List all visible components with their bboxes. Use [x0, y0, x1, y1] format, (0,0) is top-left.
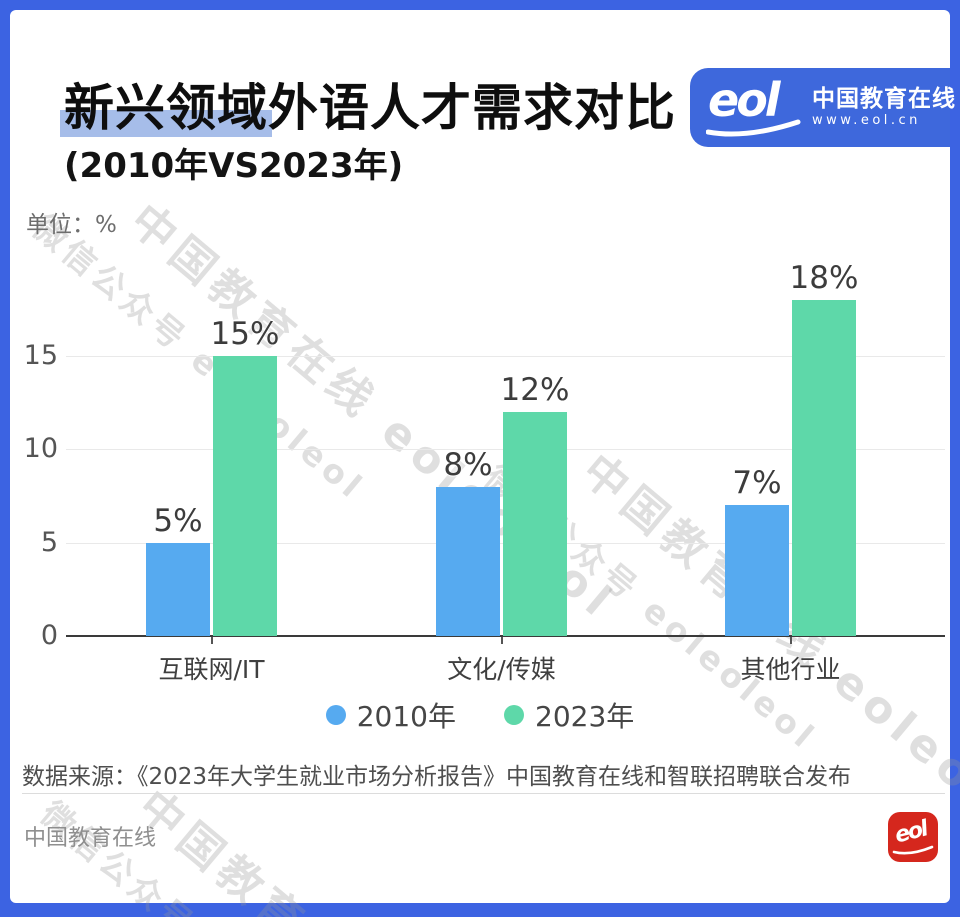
bar-2023年-互联网/IT	[213, 355, 277, 636]
logo-brand-name: 中国教育在线	[812, 85, 956, 112]
logo-text-block: 中国教育在线 www.eol.cn	[812, 85, 956, 129]
unit-label: 单位：%	[26, 212, 117, 238]
bar-value-label: 5%	[153, 502, 203, 539]
eol-logo-icon: eol	[706, 77, 802, 139]
eol-red-logo-icon: eol	[888, 812, 938, 862]
gridline	[66, 355, 945, 357]
legend-dot-icon	[325, 705, 346, 725]
data-source-text: 数据来源：《2023年大学生就业市场分析报告》中国教育在线和智联招聘联合发布	[22, 764, 852, 790]
bar-value-label: 12%	[500, 371, 570, 408]
bar-value-label: 8%	[443, 446, 493, 483]
bar-2010年-文化/传媒	[436, 486, 500, 636]
x-axis-tick	[500, 637, 503, 644]
legend-item-2023年: 2023年	[504, 695, 634, 735]
legend-item-2010年: 2010年	[325, 695, 456, 735]
eol-red-swoosh-icon	[892, 845, 934, 855]
legend-dot-icon	[504, 705, 524, 725]
eol-logo-badge: eol 中国教育在线 www.eol.cn	[690, 68, 955, 147]
y-axis-tick-label: 15	[23, 339, 58, 371]
category-label: 文化/传媒	[447, 655, 556, 684]
legend-label: 2023年	[535, 700, 635, 733]
eol-swoosh-icon	[706, 119, 801, 137]
category-label: 互联网/IT	[158, 655, 265, 684]
category-label: 其他行业	[740, 655, 841, 684]
title-highlight-bar	[60, 110, 272, 137]
y-axis-tick-label: 0	[40, 620, 58, 651]
page-subtitle: (2010年VS2023年)	[64, 146, 404, 186]
x-axis-tick	[210, 637, 213, 644]
eol-logo-text: eol	[708, 72, 781, 127]
chart-legend: 2010年 2023年	[0, 695, 960, 735]
bar-value-label: 7%	[732, 465, 782, 502]
legend-label: 2010年	[356, 700, 456, 733]
bar-2023年-其他行业	[792, 299, 856, 636]
bar-2023年-文化/传媒	[503, 411, 567, 636]
bar-2010年-互联网/IT	[146, 542, 210, 636]
y-axis-tick-label: 5	[40, 526, 58, 558]
bar-value-label: 18%	[789, 259, 859, 296]
bar-2010年-其他行业	[725, 505, 789, 636]
y-axis-tick-label: 10	[23, 433, 58, 465]
x-axis-line	[66, 635, 945, 637]
logo-site-url: www.eol.cn	[812, 113, 921, 128]
footer-divider	[22, 793, 945, 794]
x-axis-tick	[789, 637, 792, 644]
bar-value-label: 15%	[210, 315, 280, 352]
page-title: 新兴领域外语人才需求对比	[64, 79, 676, 137]
footer-brand-text: 中国教育在线	[24, 826, 157, 851]
eol-red-logo-text: eol	[892, 816, 930, 849]
